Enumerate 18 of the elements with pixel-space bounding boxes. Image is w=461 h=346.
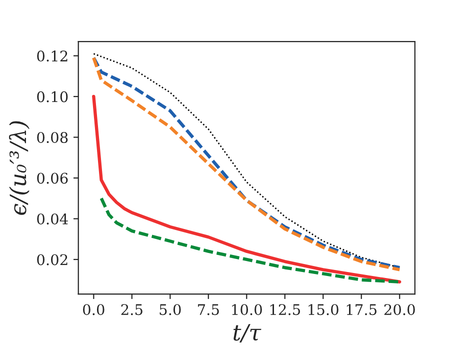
x-tick-label: 20.0 xyxy=(384,304,415,316)
x-tick-label: 10.0 xyxy=(232,304,262,316)
line-series xyxy=(92,94,402,284)
y-tick-label: 0.06 xyxy=(37,172,68,184)
x-axis-title: t/τ xyxy=(233,324,262,342)
x-tick-label: 12.5 xyxy=(270,304,300,316)
x-tick-label: 7.5 xyxy=(198,304,219,316)
y-tick-label: 0.02 xyxy=(37,254,68,266)
x-tick-label: 2.5 xyxy=(121,304,142,316)
y-axis-title: ϵ/(u₀′³/λ) xyxy=(8,121,30,215)
x-tick-label: 5.0 xyxy=(160,304,181,316)
x-tick-label: 17.5 xyxy=(346,304,376,316)
y-tick-label: 0.10 xyxy=(37,91,68,102)
x-tick-label: 0.0 xyxy=(83,304,104,316)
y-tick-label: 0.04 xyxy=(37,213,68,224)
y-tick-label: 0.08 xyxy=(37,132,68,144)
x-tick-label: 15.0 xyxy=(308,304,338,316)
y-tick-label: 0.12 xyxy=(37,50,68,62)
